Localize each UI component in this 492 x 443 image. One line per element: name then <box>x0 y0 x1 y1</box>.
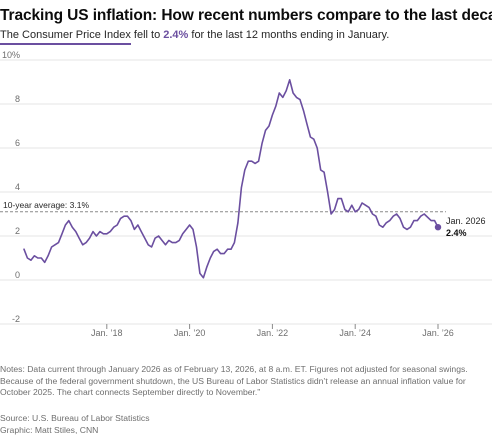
y-tick-label: 4 <box>15 182 20 192</box>
subtitle-mid: fell to <box>130 29 164 41</box>
average-line-group: 10-year average: 3.1% <box>0 200 446 213</box>
chart-title: Tracking US inflation: How recent number… <box>0 7 492 24</box>
graphic-credit: Graphic: Matt Stiles, CNN <box>0 424 99 435</box>
y-tick-label: 10% <box>2 50 20 60</box>
chart-subtitle: The Consumer Price Index fell to 2.4% fo… <box>0 29 390 45</box>
last-point-marker <box>434 224 442 231</box>
y-tick-label: 0 <box>15 270 20 280</box>
series-group <box>23 79 439 279</box>
chart-notes: Notes: Data current through January 2026… <box>0 364 468 397</box>
average-label: 10-year average: 3.1% <box>3 200 89 210</box>
end-value-label: 2.4% <box>446 228 467 238</box>
x-tick-label: Jan. ’24 <box>339 328 371 338</box>
end-date-label: Jan. 2026 <box>446 216 486 226</box>
x-tick-label: Jan. ’22 <box>257 328 289 338</box>
y-tick-label: -2 <box>12 314 20 324</box>
source-line: Source: U.S. Bureau of Labor Statistics <box>0 413 150 423</box>
x-axis: Jan. ’18 Jan. ’20 Jan. ’22 Jan. ’24 Jan. ’26 <box>91 324 454 338</box>
inflation-line-chart: -2 0 2 4 6 8 10% 10-year average: 3.1% Jan. ’1… <box>0 50 492 338</box>
y-tick-label: 2 <box>15 226 20 236</box>
subtitle-tail: for the last 12 months ending in January… <box>188 29 390 41</box>
x-tick-label: Jan. ’26 <box>422 328 454 338</box>
x-tick-label: Jan. ’18 <box>91 328 123 338</box>
x-tick-label: Jan. ’20 <box>174 328 206 338</box>
cpi-series-line <box>23 79 439 279</box>
subtitle-value: 2.4% <box>163 29 189 41</box>
y-tick-label: 8 <box>15 94 20 104</box>
subtitle-lead: The Consumer Price Index <box>0 29 131 45</box>
end-annotation: Jan. 2026 2.4% <box>434 216 486 238</box>
gridlines: -2 0 2 4 6 8 10% <box>0 50 492 325</box>
chart-source: Source: U.S. Bureau of Labor Statistics … <box>0 413 150 436</box>
y-tick-label: 6 <box>15 138 20 148</box>
